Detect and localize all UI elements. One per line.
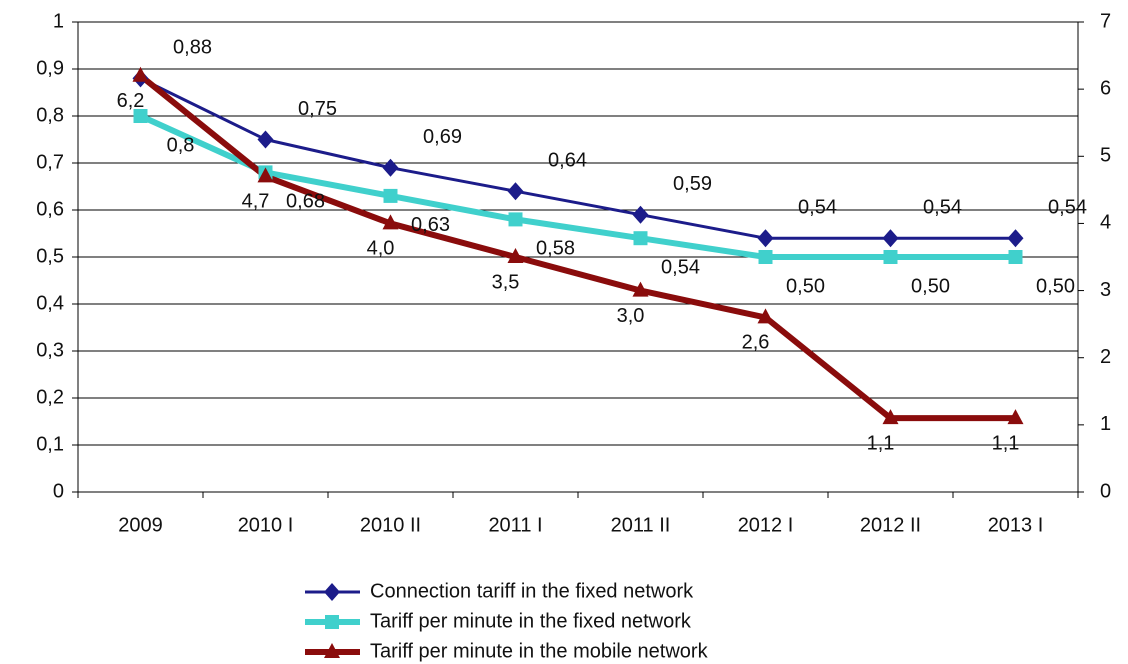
y2-tick-label: 5: [1100, 145, 1111, 167]
y2-tick-label: 0: [1100, 480, 1111, 502]
marker: [1007, 409, 1024, 425]
data-label: 3,0: [617, 305, 645, 327]
marker: [633, 231, 648, 246]
y-tick-label: 0,6: [36, 198, 64, 220]
data-label: 1,1: [867, 432, 895, 454]
marker: [383, 188, 398, 203]
marker: [882, 229, 899, 248]
y-tick-label: 0,8: [36, 104, 64, 126]
data-label: 0,69: [423, 126, 462, 148]
series-line: [139, 77, 1016, 240]
legend-marker: [324, 643, 340, 658]
marker: [132, 66, 149, 82]
data-label: 0,75: [298, 98, 337, 120]
y-tick-label: 0,7: [36, 151, 64, 173]
y-tick-label: 1: [53, 10, 64, 32]
data-label: 6,2: [117, 90, 145, 112]
y2-tick-label: 4: [1100, 212, 1111, 234]
x-tick-label: 2009: [118, 514, 163, 536]
x-tick-label: 2012 I: [738, 514, 794, 536]
marker: [257, 167, 274, 183]
legend-marker: [325, 615, 339, 629]
y-tick-label: 0,1: [36, 433, 64, 455]
y-tick-label: 0,3: [36, 339, 64, 361]
y-tick-label: 0,5: [36, 245, 64, 267]
y2-tick-label: 3: [1100, 279, 1111, 301]
marker: [508, 212, 523, 227]
data-label: 0,54: [1048, 196, 1087, 218]
data-label: 4,0: [367, 238, 395, 260]
data-label: 0,54: [923, 196, 962, 218]
legend-label: Connection tariff in the fixed network: [370, 580, 694, 602]
legend-label: Tariff per minute in the fixed network: [370, 610, 692, 632]
legend-marker: [324, 583, 340, 601]
marker: [133, 109, 148, 123]
marker: [1008, 250, 1023, 264]
y-tick-label: 0,2: [36, 386, 64, 408]
data-label: 0,50: [786, 275, 825, 297]
x-tick-label: 2011 II: [611, 514, 671, 536]
marker: [507, 182, 524, 201]
marker: [757, 229, 774, 248]
data-label: 4,7: [242, 191, 270, 213]
y2-tick-label: 2: [1100, 346, 1111, 368]
data-label: 0,50: [911, 275, 950, 297]
data-label: 0,8: [167, 134, 195, 156]
data-label: 3,5: [492, 271, 520, 293]
data-label: 0,54: [661, 256, 700, 278]
x-tick-label: 2011 I: [488, 514, 542, 536]
x-tick-label: 2012 II: [860, 514, 921, 536]
data-label: 2,6: [742, 332, 770, 354]
data-label: 0,63: [411, 214, 450, 236]
legend-label: Tariff per minute in the mobile network: [370, 640, 709, 662]
marker: [757, 308, 774, 324]
y-tick-label: 0,4: [36, 292, 64, 314]
x-tick-label: 2010 I: [238, 514, 294, 536]
series-line: [138, 73, 1016, 422]
marker: [632, 205, 649, 224]
y2-tick-label: 6: [1100, 77, 1111, 99]
marker: [257, 130, 274, 149]
marker: [758, 250, 773, 264]
data-label: 0,50: [1036, 275, 1075, 297]
marker: [382, 214, 399, 230]
data-label: 0,68: [286, 191, 325, 213]
series-line: [139, 113, 1016, 260]
y-tick-label: 0: [53, 480, 64, 502]
marker: [382, 158, 399, 177]
y2-tick-label: 1: [1100, 413, 1111, 435]
data-label: 1,1: [992, 432, 1020, 454]
marker: [632, 281, 649, 297]
marker: [1007, 229, 1024, 248]
marker: [507, 248, 524, 263]
y-tick-label: 0,9: [36, 57, 64, 79]
data-label: 0,59: [673, 173, 712, 195]
x-tick-label: 2013 I: [988, 514, 1044, 536]
marker: [882, 409, 899, 425]
data-label: 0,58: [536, 238, 575, 260]
data-label: 0,64: [548, 149, 587, 171]
marker: [883, 250, 898, 264]
data-label: 0,54: [798, 196, 837, 218]
x-tick-label: 2010 II: [360, 514, 421, 536]
y2-tick-label: 7: [1100, 10, 1111, 32]
data-label: 0,88: [173, 37, 212, 59]
